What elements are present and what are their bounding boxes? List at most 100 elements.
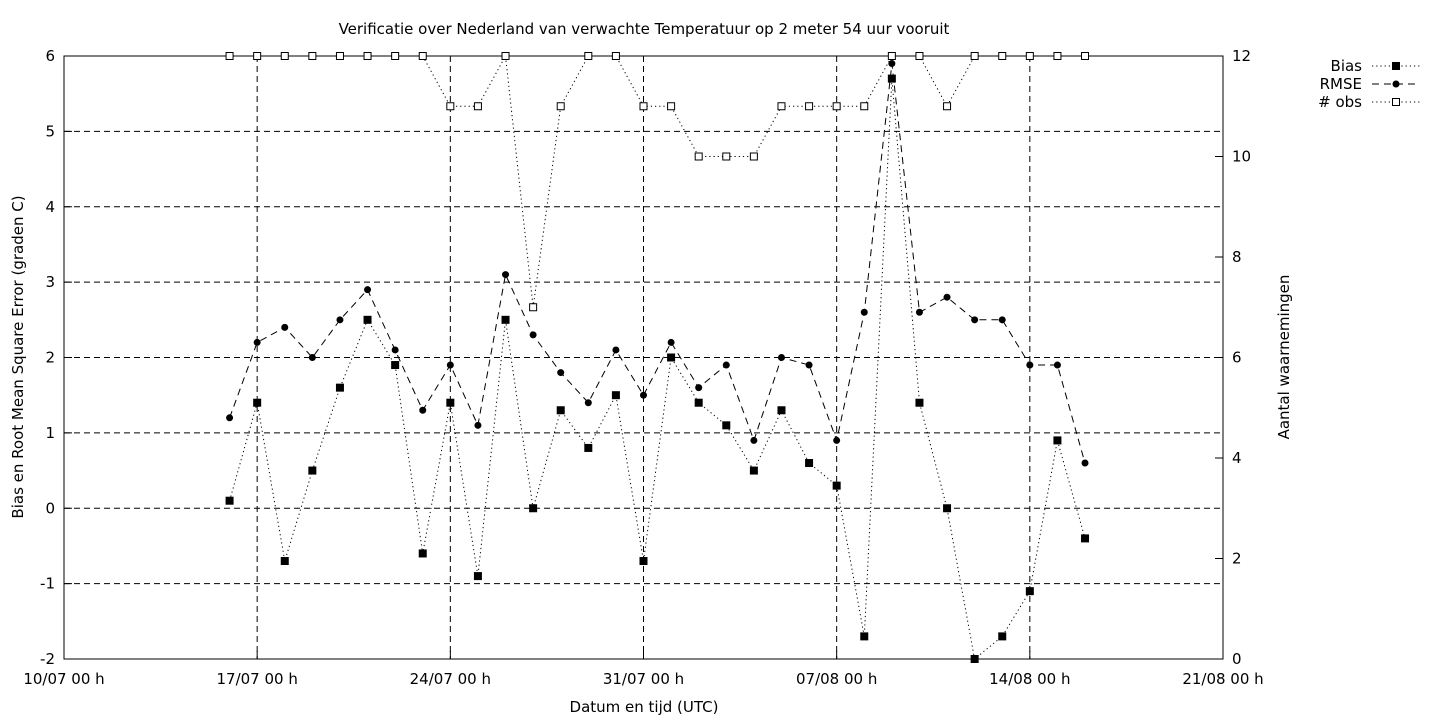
data-point: [915, 398, 924, 407]
data-point: [280, 52, 289, 60]
data-point: [1026, 361, 1034, 369]
data-point: [281, 323, 289, 331]
data-point: [612, 346, 620, 354]
y-tick-label: -1: [40, 575, 55, 593]
data-point: [749, 152, 758, 161]
data-point: [1053, 436, 1062, 445]
series-layer: [225, 52, 1090, 663]
x-tick-label: 31/07 00 h: [603, 670, 684, 688]
data-point: [611, 391, 620, 400]
y-tick-label: 4: [45, 198, 55, 216]
legend-marker: [1392, 98, 1400, 106]
data-point: [750, 436, 758, 444]
data-point: [473, 572, 482, 581]
data-point: [1081, 52, 1090, 60]
data-point: [667, 353, 676, 362]
data-point: [970, 52, 979, 60]
data-point: [998, 316, 1006, 324]
data-point: [887, 52, 896, 60]
data-point: [556, 102, 565, 111]
data-point: [253, 52, 262, 60]
data-point: [640, 391, 647, 399]
legend-label: # obs: [1318, 93, 1362, 111]
data-point: [971, 316, 979, 324]
data-point: [584, 52, 593, 60]
data-point: [225, 496, 234, 505]
series-rmse: [226, 60, 1089, 467]
data-point: [860, 308, 868, 316]
y2-tick-label: 6: [1232, 349, 1242, 367]
data-point: [805, 102, 814, 111]
data-point: [335, 52, 344, 60]
y-tick-label: 5: [45, 122, 55, 140]
data-point: [667, 338, 675, 346]
data-point: [391, 361, 400, 370]
chart-title: Verificatie over Nederland van verwachte…: [339, 20, 950, 38]
data-point: [695, 384, 703, 392]
y-tick-label: 2: [45, 349, 55, 367]
data-point: [943, 504, 952, 513]
data-point: [446, 398, 455, 407]
data-point: [777, 406, 786, 415]
data-point: [473, 102, 482, 111]
data-point: [833, 436, 841, 444]
data-point: [529, 331, 537, 339]
data-point: [1081, 459, 1089, 467]
data-point: [1081, 534, 1090, 543]
data-point: [805, 361, 813, 369]
data-point: [446, 361, 454, 369]
data-point: [335, 383, 344, 392]
data-point: [860, 102, 869, 111]
data-point: [998, 52, 1007, 60]
data-point: [363, 52, 372, 60]
data-point: [805, 459, 814, 468]
data-point: [391, 52, 400, 60]
data-point: [694, 398, 703, 407]
x-tick-label: 21/08 00 h: [1182, 670, 1263, 688]
y2-tick-label: 4: [1232, 449, 1242, 467]
data-point: [584, 399, 592, 407]
series-line: [229, 54, 1085, 308]
data-point: [915, 52, 924, 60]
y-tick-label: 1: [45, 424, 55, 442]
legend-label: RMSE: [1320, 75, 1362, 93]
data-point: [253, 398, 262, 407]
x-tick-label: 14/08 00 h: [989, 670, 1070, 688]
data-point: [722, 152, 731, 161]
data-point: [529, 303, 538, 312]
data-point: [943, 293, 951, 301]
y-axis-right: 0 2 4 6 8 10 12: [1215, 47, 1251, 668]
data-point: [502, 271, 510, 279]
data-point: [749, 466, 758, 475]
legend-marker: [1392, 62, 1400, 70]
data-point: [887, 74, 896, 83]
data-point: [667, 102, 676, 111]
data-point: [832, 102, 841, 111]
data-point: [639, 102, 648, 111]
series-line: [229, 63, 1086, 464]
data-point: [1053, 52, 1062, 60]
data-point: [1025, 587, 1034, 596]
data-point: [556, 406, 565, 415]
y2-tick-label: 10: [1232, 148, 1251, 166]
data-point: [584, 443, 593, 452]
data-point: [639, 557, 648, 566]
data-point: [308, 354, 316, 361]
y2-tick-label: 0: [1232, 650, 1242, 668]
data-point: [501, 315, 510, 324]
y2-tick-label: 8: [1232, 248, 1242, 266]
y-tick-label: 6: [45, 47, 55, 65]
y2-axis-label: Aantal waarnemingen: [1275, 275, 1293, 440]
data-point: [418, 549, 427, 558]
data-point: [391, 346, 399, 354]
y2-tick-label: 12: [1232, 47, 1251, 65]
data-point: [308, 52, 317, 60]
y-axis-left: -2 -1 0 1 2 3 4 5 6: [40, 47, 72, 668]
data-point: [363, 315, 372, 324]
series-bias: [225, 74, 1090, 663]
legend-label: Bias: [1331, 57, 1363, 75]
data-point: [832, 481, 841, 490]
data-point: [308, 466, 317, 475]
data-point: [446, 102, 455, 111]
